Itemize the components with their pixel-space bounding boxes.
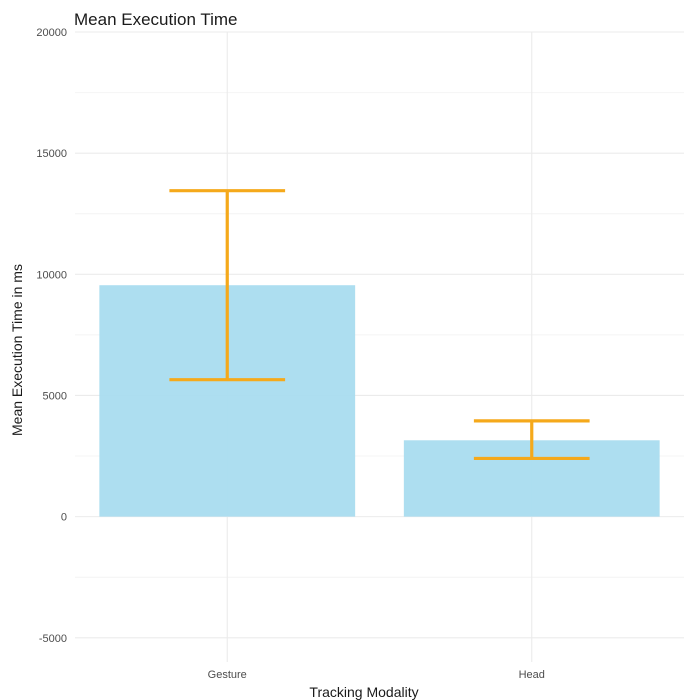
y-tick-label: -5000 — [39, 633, 67, 645]
chart-title: Mean Execution Time — [74, 10, 237, 29]
x-tick-label: Gesture — [208, 669, 247, 681]
error-bars — [169, 189, 590, 461]
y-tick-label: 20000 — [36, 27, 67, 39]
x-tick-label: Head — [519, 669, 545, 681]
y-axis-ticks: -5000 0 5000 10000 15000 20000 — [36, 27, 67, 645]
y-tick-label: 15000 — [36, 148, 67, 160]
x-axis-title: Tracking Modality — [309, 684, 418, 700]
bars — [99, 285, 660, 517]
x-axis-ticks: Gesture Head — [208, 669, 545, 681]
y-axis-title: Mean Execution Time in ms — [9, 264, 25, 436]
y-tick-label: 5000 — [43, 390, 67, 402]
y-tick-label: 0 — [61, 512, 67, 524]
y-tick-label: 10000 — [36, 269, 67, 281]
